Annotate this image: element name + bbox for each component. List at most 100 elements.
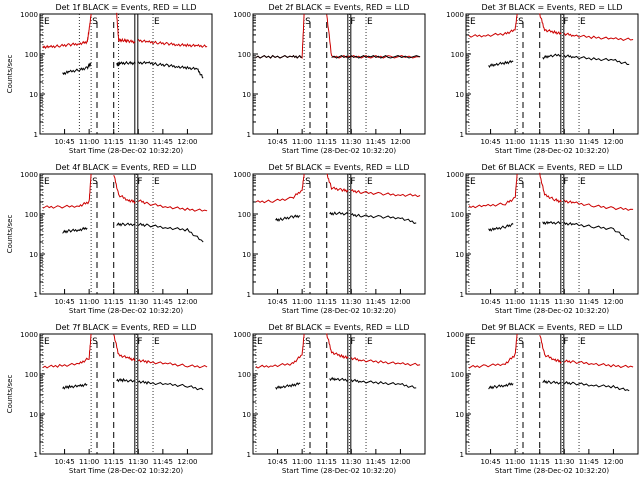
x-tick-label: 12:00 xyxy=(177,458,197,466)
y-tick-label: 100 xyxy=(238,371,251,379)
y-tick-label: 1 xyxy=(247,291,251,299)
y-tick-label: 10 xyxy=(29,91,38,99)
x-tick-label: 11:30 xyxy=(554,138,574,146)
y-tick-label: 1000 xyxy=(233,331,251,339)
y-tick-label: 100 xyxy=(451,371,464,379)
series-events-line xyxy=(116,377,136,383)
series-lld-line xyxy=(42,333,92,369)
event-marker-label: S xyxy=(92,337,98,347)
series-lld-line xyxy=(539,172,562,204)
event-marker-label: E xyxy=(580,17,586,27)
series-events-line xyxy=(275,382,301,390)
x-axis-label: Start Time (28-Dec-02 10:32:20) xyxy=(495,467,609,475)
event-marker-label: E xyxy=(367,177,373,187)
x-tick-label: 11:30 xyxy=(341,298,361,306)
y-tick-label: 1 xyxy=(460,291,464,299)
series-events-line xyxy=(137,222,204,243)
plot-frame xyxy=(39,173,213,295)
x-tick-label: 11:45 xyxy=(366,138,386,146)
y-tick-label: 1 xyxy=(460,131,464,139)
event-marker-label: E xyxy=(257,337,263,347)
event-marker-label: E xyxy=(154,17,160,27)
series-events-line xyxy=(563,54,630,66)
event-marker-label: E xyxy=(154,177,160,187)
y-tick-label: 1000 xyxy=(20,171,38,179)
chart-panel-2: Det 2f BLACK = Events, RED = LLD 1 10 100 10… xyxy=(233,3,426,155)
x-tick-label: 11:45 xyxy=(153,298,173,306)
y-tick-label: 1 xyxy=(34,291,38,299)
y-tick-label: 1000 xyxy=(446,11,464,19)
y-tick-label: 100 xyxy=(25,211,38,219)
event-marker-label: E xyxy=(44,17,50,27)
event-marker-label: S xyxy=(518,337,524,347)
series-events-line xyxy=(62,226,88,234)
plot-frame xyxy=(465,13,639,135)
y-tick-label: 100 xyxy=(451,211,464,219)
x-tick-label: 11:00 xyxy=(505,298,525,306)
event-marker-label: F xyxy=(563,17,568,27)
x-tick-label: 11:00 xyxy=(79,138,99,146)
x-tick-label: 11:00 xyxy=(79,298,99,306)
plot-frame xyxy=(252,333,426,455)
x-axis-label: Start Time (28-Dec-02 10:32:20) xyxy=(282,307,396,315)
x-tick-label: 11:30 xyxy=(341,138,361,146)
series-lld-line xyxy=(255,173,305,204)
y-tick-label: 10 xyxy=(242,251,251,259)
y-tick-label: 10 xyxy=(455,411,464,419)
x-tick-label: 12:00 xyxy=(177,298,197,306)
series-lld-line xyxy=(116,12,136,44)
x-tick-label: 12:00 xyxy=(603,298,623,306)
x-tick-label: 11:45 xyxy=(153,458,173,466)
y-tick-label: 100 xyxy=(238,51,251,59)
x-tick-label: 10:45 xyxy=(480,138,500,146)
y-tick-label: 1 xyxy=(247,131,251,139)
plot-frame xyxy=(39,333,213,455)
series-lld-line xyxy=(563,32,634,41)
x-tick-label: 10:45 xyxy=(480,458,500,466)
event-marker-label: S xyxy=(92,17,98,27)
y-axis-label: Counts/sec xyxy=(6,215,14,254)
series-lld-line xyxy=(326,333,349,360)
y-tick-label: 100 xyxy=(451,51,464,59)
y-tick-label: 10 xyxy=(455,91,464,99)
series-events-line xyxy=(542,379,562,385)
series-lld-line xyxy=(563,199,634,211)
event-marker-label: F xyxy=(350,177,355,187)
chart-panel-9: Det 9f BLACK = Events, RED = LLD 1 10 100 10… xyxy=(446,323,639,475)
event-marker-label: S xyxy=(518,17,524,27)
y-tick-label: 10 xyxy=(242,91,251,99)
x-tick-label: 10:45 xyxy=(54,458,74,466)
event-marker-label: F xyxy=(350,337,355,347)
y-tick-label: 1000 xyxy=(20,331,38,339)
series-lld-line xyxy=(539,13,562,35)
chart-panel-1: Det 1f BLACK = Events, RED = LLD 1 10 100 10… xyxy=(6,3,213,155)
series-lld-line xyxy=(468,173,518,209)
series-events-line xyxy=(62,382,88,390)
event-marker-label: S xyxy=(305,177,311,187)
x-tick-label: 11:00 xyxy=(505,138,525,146)
x-tick-label: 11:45 xyxy=(366,298,386,306)
series-events-line xyxy=(350,213,417,224)
x-axis-label: Start Time (28-Dec-02 10:32:20) xyxy=(495,147,609,155)
event-marker-label: F xyxy=(350,17,355,27)
series-lld-line xyxy=(42,13,92,50)
series-lld-line xyxy=(350,189,421,198)
x-tick-label: 11:30 xyxy=(128,138,148,146)
chart-title: Det 4f BLACK = Events, RED = LLD xyxy=(55,163,196,172)
event-marker-label: E xyxy=(470,177,476,187)
event-marker-label: F xyxy=(563,177,568,187)
chart-title: Det 7f BLACK = Events, RED = LLD xyxy=(55,323,196,332)
event-marker-label: E xyxy=(470,17,476,27)
series-events-line xyxy=(275,214,301,222)
series-lld-line xyxy=(138,199,208,212)
chart-title: Det 2f BLACK = Events, RED = LLD xyxy=(268,3,409,12)
series-events-line xyxy=(329,211,349,216)
x-tick-label: 11:45 xyxy=(153,138,173,146)
series-events-line xyxy=(329,376,349,382)
plot-frame xyxy=(39,13,213,135)
event-marker-label: S xyxy=(92,177,98,187)
x-tick-label: 10:45 xyxy=(54,298,74,306)
series-lld-line xyxy=(255,13,305,59)
x-tick-label: 11:45 xyxy=(366,458,386,466)
